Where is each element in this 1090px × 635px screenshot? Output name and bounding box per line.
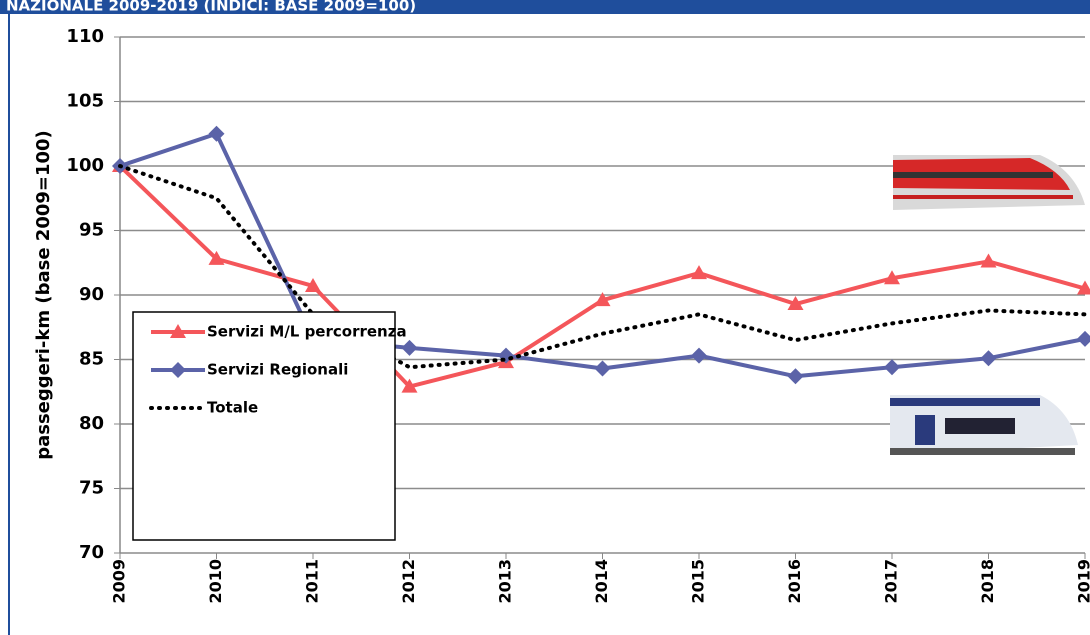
legend-box (132, 311, 396, 541)
x-tick-label: 2017 (882, 559, 901, 604)
x-tick-label: 2009 (110, 559, 129, 604)
y-tick-label: 110 (66, 26, 104, 47)
y-tick-label: 80 (79, 413, 104, 434)
y-tick-label: 90 (79, 284, 104, 305)
y-tick-label: 85 (79, 349, 104, 370)
y-tick-label: 95 (79, 220, 104, 241)
train-high-speed (893, 155, 1085, 210)
x-tick-label: 2015 (689, 559, 708, 604)
marker (170, 362, 186, 378)
y-axis-label: passeggeri-km (base 2009=100) (33, 130, 54, 460)
legend: Servizi M/L percorrenza Servizi Regionali… (132, 311, 407, 541)
marker (401, 339, 418, 356)
marker (1077, 330, 1090, 347)
legend-label: Totale (207, 399, 258, 417)
marker (980, 350, 997, 367)
x-tick-label: 2013 (496, 559, 515, 604)
marker (884, 270, 900, 285)
marker (980, 253, 997, 268)
marker (691, 265, 707, 280)
marker (691, 347, 707, 364)
series-line (118, 164, 1087, 370)
marker (208, 125, 225, 142)
plot (112, 125, 1090, 393)
marker (884, 359, 900, 376)
x-tick-label: 2012 (399, 559, 418, 604)
y-tick-label: 100 (66, 155, 104, 176)
marker (208, 250, 225, 265)
marker (305, 277, 321, 292)
y-tick-label: 105 (66, 91, 104, 112)
train-regional (890, 395, 1078, 455)
marker (401, 378, 418, 393)
y-tick-label: 70 (79, 542, 104, 563)
title-bar (0, 0, 1090, 14)
y-tick-label: 75 (79, 478, 104, 499)
marker (498, 347, 514, 364)
legend-label: Servizi M/L percorrenza (207, 323, 407, 341)
x-tick-label: 2011 (303, 559, 322, 604)
x-tick-label: 2014 (592, 559, 611, 604)
legend-label: Servizi Regionali (207, 361, 348, 379)
marker (594, 360, 611, 377)
x-tick-label: 2019 (1075, 559, 1090, 604)
x-tick-label: 2016 (785, 559, 804, 604)
x-tick-label: 2018 (978, 559, 997, 604)
marker (1077, 280, 1090, 295)
chart-title: NAZIONALE 2009-2019 (INDICI: BASE 2009=1… (6, 0, 416, 15)
marker (787, 296, 804, 311)
x-tick-label: 2010 (206, 559, 225, 604)
marker (170, 324, 186, 338)
marker (787, 368, 804, 385)
marker (594, 292, 611, 307)
